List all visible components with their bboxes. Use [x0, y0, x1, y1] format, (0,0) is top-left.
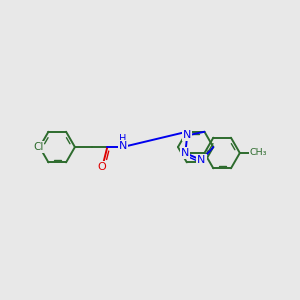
Text: O: O	[98, 162, 106, 172]
Text: Cl: Cl	[33, 142, 43, 152]
Text: N: N	[181, 148, 190, 158]
Text: N: N	[197, 155, 206, 165]
Text: N: N	[119, 141, 127, 151]
Text: H: H	[119, 134, 127, 144]
Text: N: N	[183, 130, 191, 140]
Text: CH₃: CH₃	[249, 148, 267, 158]
